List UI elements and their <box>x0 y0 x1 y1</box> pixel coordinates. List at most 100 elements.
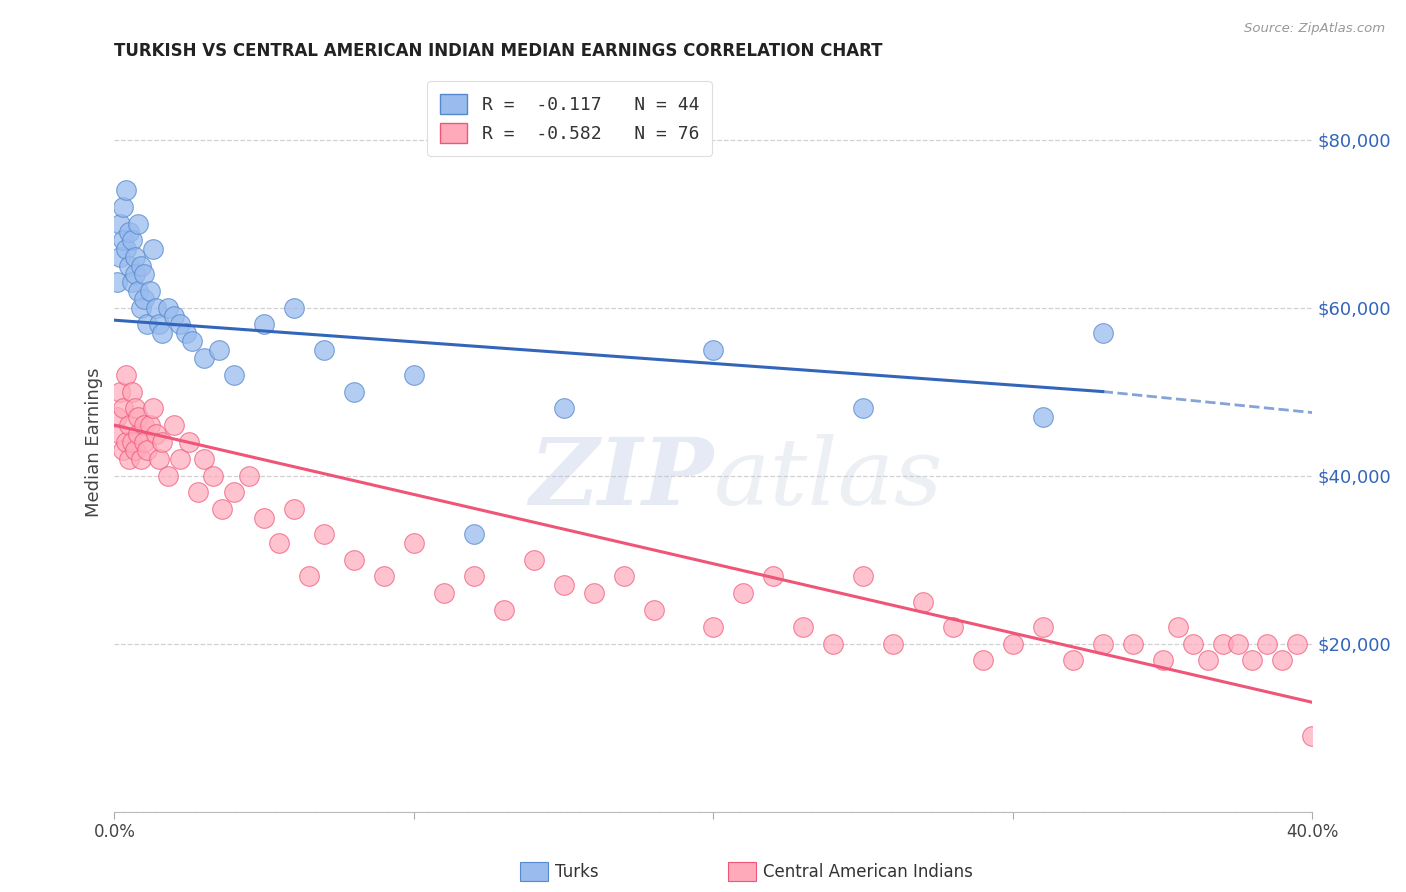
Point <box>124 401 146 416</box>
Point <box>823 636 845 650</box>
Point <box>733 586 755 600</box>
Text: Central American Indians: Central American Indians <box>763 863 973 881</box>
Point <box>1301 729 1323 743</box>
Point <box>1271 653 1294 667</box>
Point <box>107 276 129 290</box>
Point <box>253 510 276 524</box>
Point <box>134 418 156 433</box>
Point <box>1256 636 1278 650</box>
Point <box>553 578 575 592</box>
Point <box>163 309 186 323</box>
Point <box>110 426 132 441</box>
Point <box>121 276 143 290</box>
Point <box>1197 653 1219 667</box>
Point <box>118 225 141 239</box>
Point <box>1091 636 1114 650</box>
Text: Source: ZipAtlas.com: Source: ZipAtlas.com <box>1244 22 1385 36</box>
Point <box>312 343 335 357</box>
Point <box>612 569 634 583</box>
Text: Turks: Turks <box>555 863 599 881</box>
Text: atlas: atlas <box>713 434 943 524</box>
Point <box>136 443 159 458</box>
Point <box>343 384 366 399</box>
Point <box>148 451 170 466</box>
Point <box>131 451 153 466</box>
Point <box>402 368 425 382</box>
Point <box>110 384 132 399</box>
Point <box>211 502 233 516</box>
Point <box>1032 409 1054 424</box>
Point <box>118 451 141 466</box>
Point <box>115 434 138 449</box>
Point <box>118 418 141 433</box>
Point <box>1226 636 1249 650</box>
Point <box>852 569 875 583</box>
Point <box>127 426 149 441</box>
Point <box>107 409 129 424</box>
Point <box>181 334 204 348</box>
Point <box>343 552 366 566</box>
Point <box>193 451 215 466</box>
Point <box>134 434 156 449</box>
Point <box>269 535 291 549</box>
Point <box>142 401 165 416</box>
Point <box>1167 620 1189 634</box>
Point <box>492 603 515 617</box>
Point <box>112 200 135 214</box>
Point <box>283 502 305 516</box>
Point <box>253 318 276 332</box>
Point <box>179 434 201 449</box>
Point <box>463 569 485 583</box>
Point <box>142 242 165 256</box>
Point <box>762 569 785 583</box>
Point <box>373 569 395 583</box>
Point <box>1181 636 1204 650</box>
Point <box>115 242 138 256</box>
Point <box>169 318 191 332</box>
Point <box>115 183 138 197</box>
Point <box>157 301 180 315</box>
Point <box>121 434 143 449</box>
Point <box>912 594 935 608</box>
Point <box>1152 653 1174 667</box>
Point <box>139 284 162 298</box>
Point <box>139 418 162 433</box>
Point <box>150 434 173 449</box>
Point <box>942 620 965 634</box>
Point <box>112 234 135 248</box>
Point <box>193 351 215 365</box>
Point <box>174 326 197 340</box>
Point <box>148 318 170 332</box>
Point <box>463 527 485 541</box>
Point <box>134 267 156 281</box>
Point <box>150 326 173 340</box>
Point <box>1001 636 1024 650</box>
Y-axis label: Median Earnings: Median Earnings <box>86 368 103 516</box>
Point <box>298 569 321 583</box>
Point <box>882 636 904 650</box>
Point <box>792 620 814 634</box>
Point <box>127 217 149 231</box>
Point <box>433 586 456 600</box>
Point <box>1032 620 1054 634</box>
Point <box>187 485 209 500</box>
Point <box>131 301 153 315</box>
Point <box>1062 653 1084 667</box>
Point <box>131 259 153 273</box>
Point <box>582 586 605 600</box>
Point <box>121 384 143 399</box>
Point <box>110 250 132 264</box>
Point <box>312 527 335 541</box>
Point <box>972 653 994 667</box>
Point <box>224 485 246 500</box>
Point <box>110 217 132 231</box>
Point <box>112 443 135 458</box>
Point <box>224 368 246 382</box>
Point <box>283 301 305 315</box>
Point <box>202 468 225 483</box>
Point <box>702 620 724 634</box>
Point <box>643 603 665 617</box>
Point <box>124 250 146 264</box>
Point <box>157 468 180 483</box>
Point <box>238 468 260 483</box>
